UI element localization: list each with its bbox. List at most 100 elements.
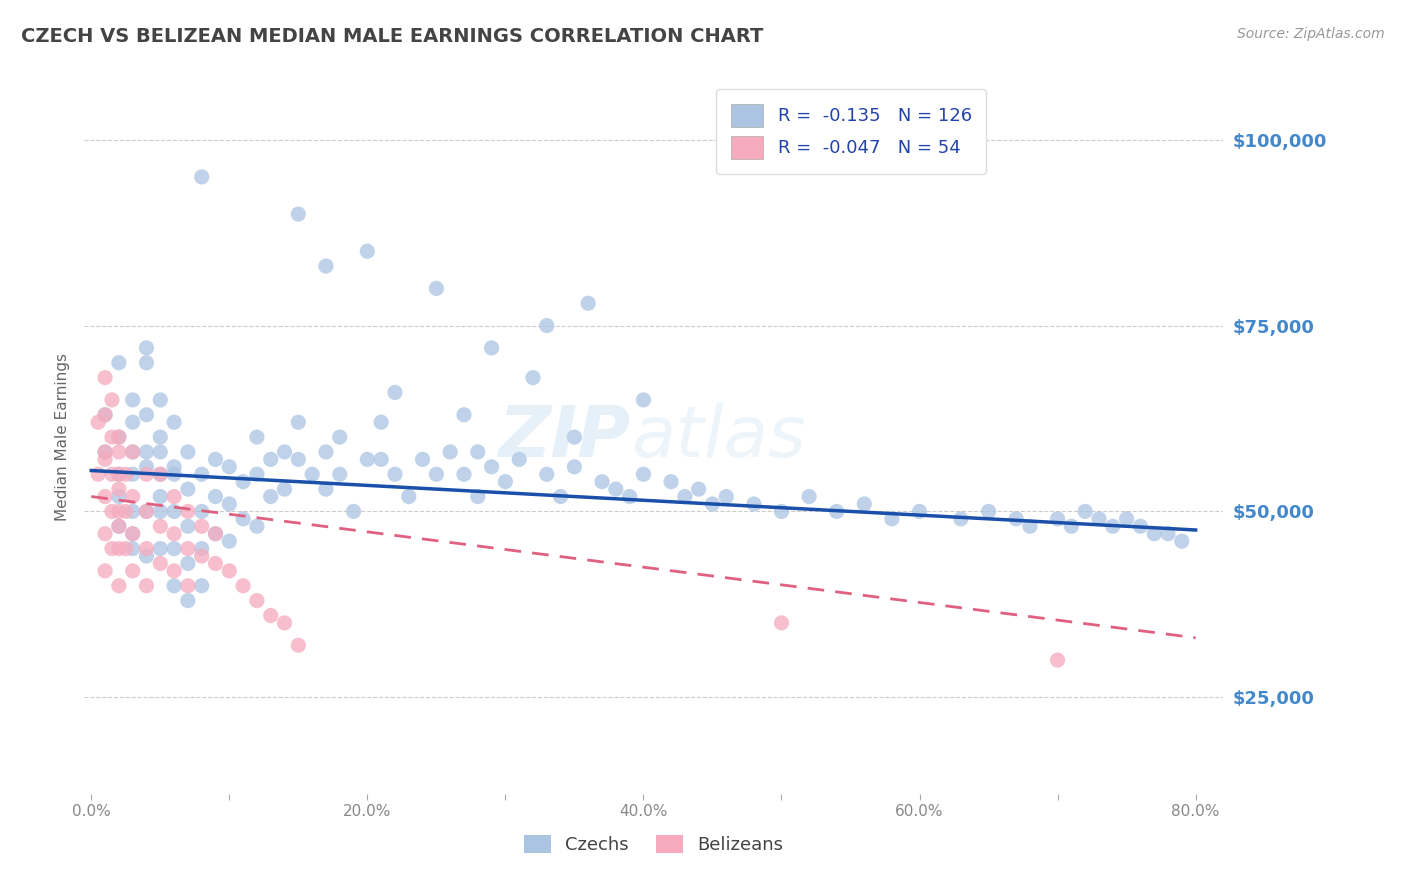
Point: [673, 490, 696, 504]
Point: [384, 385, 406, 400]
Point: [190, 579, 212, 593]
Point: [190, 541, 212, 556]
Point: [108, 519, 131, 533]
Point: [149, 519, 172, 533]
Point: [853, 497, 876, 511]
Point: [135, 549, 157, 563]
Point: [190, 549, 212, 563]
Point: [770, 615, 793, 630]
Point: [564, 430, 586, 444]
Point: [163, 490, 186, 504]
Point: [1101, 519, 1123, 533]
Point: [121, 526, 143, 541]
Point: [108, 579, 131, 593]
Point: [121, 445, 143, 459]
Point: [101, 430, 124, 444]
Point: [564, 459, 586, 474]
Point: [1088, 512, 1111, 526]
Point: [232, 475, 254, 489]
Point: [149, 557, 172, 571]
Point: [149, 392, 172, 407]
Point: [232, 512, 254, 526]
Point: [605, 482, 627, 496]
Point: [688, 482, 710, 496]
Point: [467, 445, 489, 459]
Point: [246, 467, 269, 482]
Point: [232, 579, 254, 593]
Point: [315, 445, 337, 459]
Point: [149, 490, 172, 504]
Text: atlas: atlas: [631, 402, 806, 472]
Point: [1046, 512, 1069, 526]
Point: [108, 467, 131, 482]
Point: [370, 415, 392, 429]
Point: [108, 504, 131, 518]
Point: [370, 452, 392, 467]
Point: [135, 445, 157, 459]
Point: [204, 526, 226, 541]
Point: [494, 475, 516, 489]
Point: [149, 504, 172, 518]
Point: [114, 467, 136, 482]
Point: [467, 490, 489, 504]
Point: [163, 467, 186, 482]
Point: [190, 504, 212, 518]
Point: [121, 541, 143, 556]
Point: [114, 541, 136, 556]
Point: [1171, 534, 1194, 549]
Point: [246, 593, 269, 607]
Point: [550, 490, 572, 504]
Point: [94, 445, 117, 459]
Point: [742, 497, 765, 511]
Point: [94, 408, 117, 422]
Point: [108, 519, 131, 533]
Point: [356, 452, 378, 467]
Point: [94, 490, 117, 504]
Point: [135, 504, 157, 518]
Point: [101, 467, 124, 482]
Point: [536, 467, 558, 482]
Point: [108, 467, 131, 482]
Point: [108, 445, 131, 459]
Point: [101, 541, 124, 556]
Point: [702, 497, 724, 511]
Point: [398, 490, 420, 504]
Point: [204, 490, 226, 504]
Point: [114, 504, 136, 518]
Point: [329, 467, 352, 482]
Text: CZECH VS BELIZEAN MEDIAN MALE EARNINGS CORRELATION CHART: CZECH VS BELIZEAN MEDIAN MALE EARNINGS C…: [21, 27, 763, 45]
Point: [384, 467, 406, 482]
Point: [949, 512, 972, 526]
Point: [94, 445, 117, 459]
Point: [121, 564, 143, 578]
Point: [1060, 519, 1083, 533]
Point: [619, 490, 641, 504]
Point: [121, 467, 143, 482]
Point: [149, 467, 172, 482]
Point: [218, 497, 240, 511]
Point: [108, 482, 131, 496]
Point: [94, 370, 117, 384]
Point: [108, 430, 131, 444]
Point: [121, 392, 143, 407]
Point: [481, 459, 503, 474]
Point: [94, 452, 117, 467]
Point: [453, 467, 475, 482]
Point: [163, 541, 186, 556]
Point: [273, 445, 295, 459]
Point: [149, 430, 172, 444]
Text: ZIP: ZIP: [499, 402, 631, 472]
Y-axis label: Median Male Earnings: Median Male Earnings: [55, 353, 70, 521]
Point: [163, 526, 186, 541]
Point: [121, 415, 143, 429]
Point: [633, 467, 655, 482]
Point: [135, 459, 157, 474]
Point: [1046, 653, 1069, 667]
Point: [412, 452, 434, 467]
Point: [101, 392, 124, 407]
Point: [94, 408, 117, 422]
Point: [315, 259, 337, 273]
Point: [218, 564, 240, 578]
Point: [287, 452, 309, 467]
Point: [591, 475, 613, 489]
